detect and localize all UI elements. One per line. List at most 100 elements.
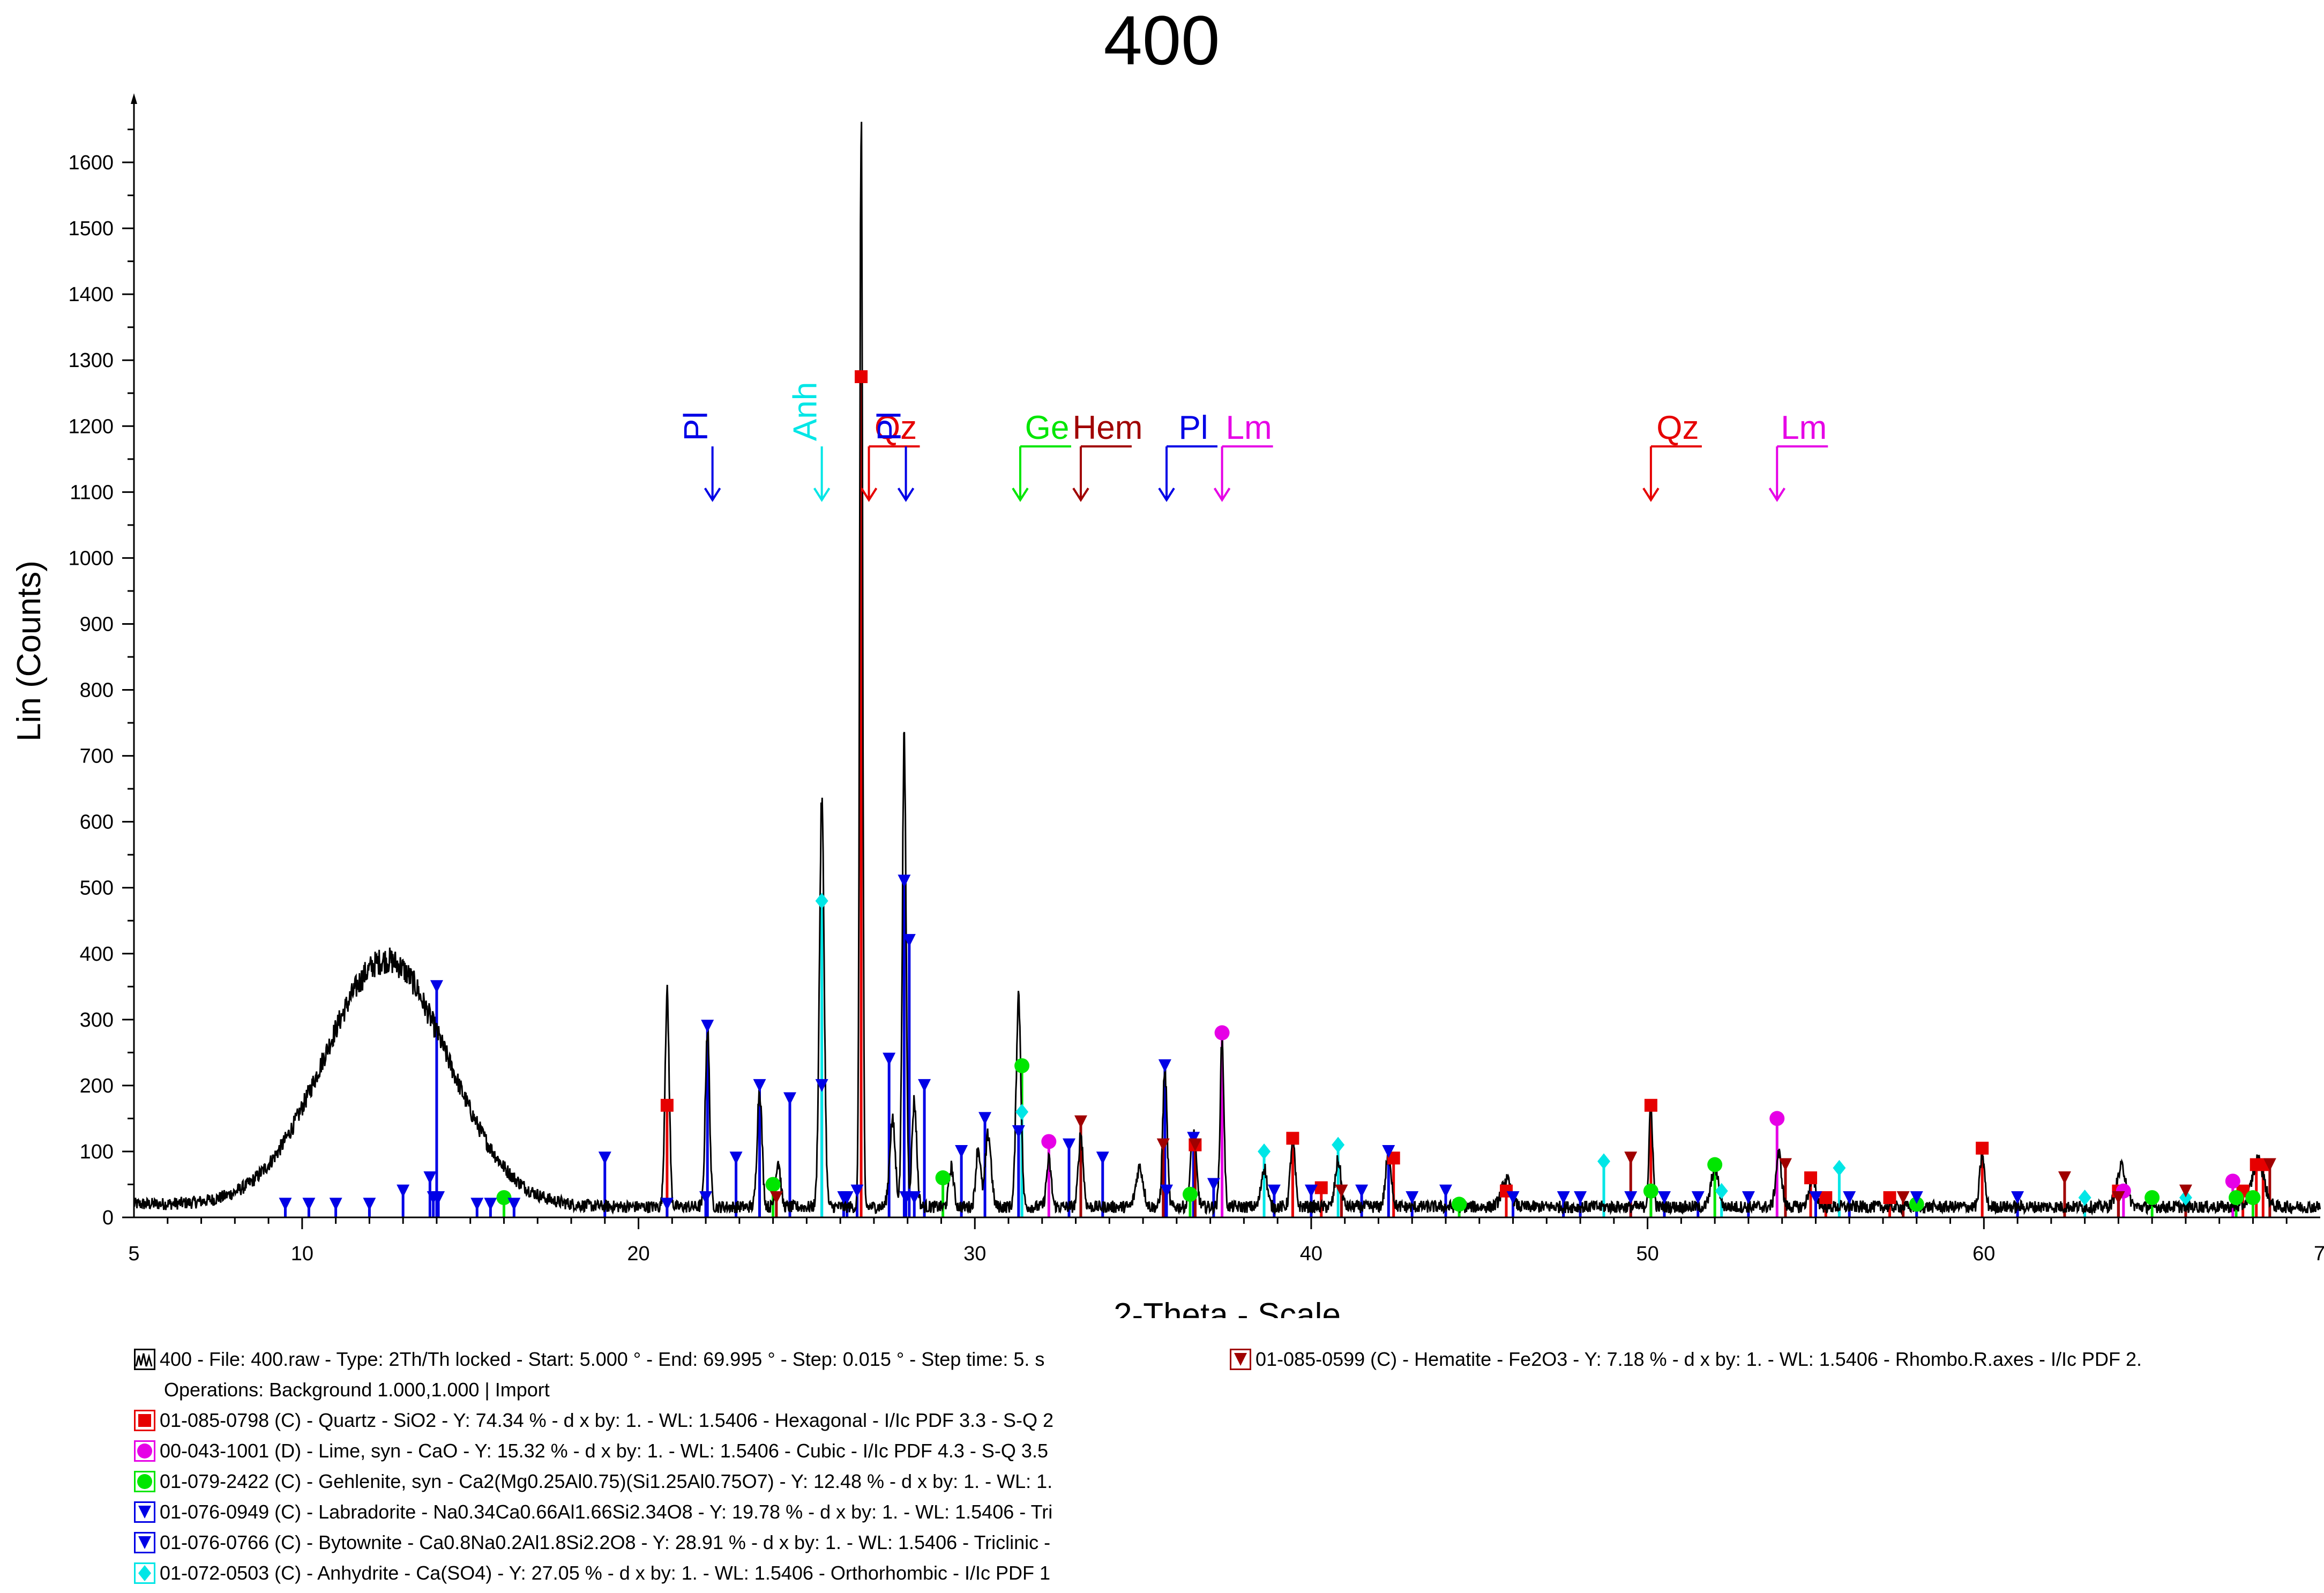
legend-swatch (134, 1531, 155, 1553)
labradorite-marker (729, 1151, 743, 1165)
x-tick-label: 50 (1636, 1243, 1658, 1265)
labradorite-marker (660, 1198, 674, 1211)
bytownite-marker (840, 1191, 854, 1205)
legend-swatch (134, 1440, 155, 1462)
x-tick-label: 10 (291, 1243, 313, 1265)
labradorite-marker (1574, 1191, 1587, 1205)
labradorite-marker (1382, 1145, 1395, 1158)
y-tick-label: 1400 (68, 283, 114, 306)
hematite-marker (769, 1191, 783, 1205)
gehlenite-marker (496, 1190, 512, 1206)
y-tick-label: 300 (80, 1009, 114, 1031)
lime-marker (2225, 1173, 2240, 1189)
labradorite-marker (1062, 1138, 1075, 1151)
gehlenite-marker (2229, 1190, 2244, 1206)
y-tick-label: 200 (80, 1075, 114, 1097)
legend-entry: 00-043-1001 (D) - Lime, syn - CaO - Y: 1… (134, 1435, 1053, 1466)
legend-entry: 01-079-2422 (C) - Gehlenite, syn - Ca2(M… (134, 1466, 1053, 1497)
anhydrite-marker (1258, 1143, 1271, 1160)
y-tick-label: 800 (80, 679, 114, 702)
hematite-marker (1074, 1115, 1087, 1128)
bytownite-marker (2011, 1191, 2024, 1205)
legend: 400 - File: 400.raw - Type: 2Th/Th locke… (134, 1344, 1053, 1588)
labradorite-marker (1742, 1191, 1755, 1205)
labradorite-marker (279, 1198, 292, 1211)
labradorite-marker (902, 934, 916, 947)
chart-title: 400 (1104, 1, 1220, 79)
quartz-marker (1644, 1098, 1657, 1112)
legend-entry: 01-085-0599 (C) - Hematite - Fe2O3 - Y: … (1230, 1344, 2142, 1374)
y-tick-label: 1200 (68, 415, 114, 438)
gehlenite-marker (935, 1170, 951, 1186)
legend-swatch (134, 1501, 155, 1523)
gehlenite-marker (2245, 1190, 2261, 1206)
x-tick-label: 40 (1300, 1243, 1322, 1265)
lime-marker (1041, 1134, 1057, 1149)
legend-text: 400 - File: 400.raw - Type: 2Th/Th locke… (160, 1348, 1045, 1370)
gehlenite-marker (1014, 1058, 1030, 1073)
labradorite-marker (1012, 1125, 1025, 1139)
bytownite-marker (1691, 1191, 1705, 1205)
annotation-qz-label: Qz (1656, 409, 1699, 446)
anhydrite-marker (1332, 1136, 1345, 1153)
legend-text: 01-072-0503 (C) - Anhydrite - Ca(SO4) - … (160, 1562, 1050, 1584)
annotation-lm-label: Lm (1226, 409, 1272, 446)
quartz-marker (1314, 1181, 1328, 1194)
legend-text: 01-079-2422 (C) - Gehlenite, syn - Ca2(M… (160, 1470, 1053, 1492)
labradorite-marker (1187, 1132, 1200, 1145)
plot-area (133, 122, 2321, 1217)
annotation-pl-arrowhead (704, 488, 721, 502)
hematite-marker (2112, 1191, 2125, 1205)
labradorite-marker (1267, 1184, 1281, 1198)
anhydrite-marker (1597, 1153, 1611, 1170)
diffraction-pattern-line (133, 122, 2321, 1216)
phase-markers (279, 370, 2276, 1212)
hematite-marker (1624, 1151, 1638, 1165)
legend-marker-icon (1234, 1352, 1247, 1366)
quartz-marker (1286, 1132, 1299, 1145)
bytownite-marker (1624, 1191, 1638, 1205)
annotation-qz-label: Qz (875, 409, 917, 446)
gehlenite-marker (1909, 1196, 1924, 1212)
annotation-lm-arrowhead (1213, 488, 1231, 502)
gehlenite-marker (1707, 1157, 1723, 1172)
annotation-hem-arrowhead (1072, 488, 1089, 502)
legend-marker-icon (138, 1505, 151, 1519)
y-tick-label: 500 (80, 877, 114, 900)
quartz-marker (1804, 1171, 1818, 1185)
y-tick-label: 1000 (68, 547, 114, 570)
axes: 0 100 200 300 400 500 600 700 800 900 1000 1100 1200… (68, 93, 2324, 1265)
anhydrite-marker (1833, 1160, 1846, 1176)
annotation-pl-arrowhead (1158, 488, 1175, 502)
annotation-pl-label: Pl (678, 412, 715, 441)
annotation-qz-arrowhead (860, 488, 878, 502)
gehlenite-marker (1182, 1186, 1198, 1202)
labradorite-marker (329, 1198, 342, 1211)
legend-text: 01-076-0949 (C) - Labradorite - Na0.34Ca… (160, 1501, 1053, 1523)
lime-marker (1214, 1025, 1230, 1041)
bytownite-marker (1406, 1191, 1419, 1205)
labradorite-marker (1158, 1059, 1171, 1072)
annotation-ge-label: Ge (1025, 409, 1070, 446)
gehlenite-marker (2144, 1190, 2160, 1206)
legend-text: 01-076-0766 (C) - Bytownite - Ca0.8Na0.2… (160, 1531, 1051, 1553)
quartz-marker (1819, 1191, 1833, 1205)
labradorite-marker (1439, 1184, 1452, 1198)
bytownite-marker (1910, 1191, 1923, 1205)
anhydrite-marker (2078, 1190, 2091, 1206)
quartz-marker (855, 370, 868, 383)
y-tick-label: 1600 (68, 152, 114, 174)
y-tick-label: 1500 (68, 218, 114, 240)
legend-marker-icon (138, 1536, 151, 1549)
annotation-pl-arrowhead (897, 488, 915, 502)
labradorite-marker (898, 874, 911, 888)
labradorite-marker (430, 980, 443, 993)
y-tick-label: 400 (80, 943, 114, 966)
legend-text: 01-085-0599 (C) - Hematite - Fe2O3 - Y: … (1256, 1348, 2142, 1370)
hematite-marker (1335, 1184, 1348, 1198)
x-axis-label: 2-Theta - Scale (1114, 1297, 1341, 1318)
bytownite-marker (1160, 1184, 1174, 1198)
anhydrite-marker (2179, 1190, 2192, 1206)
annotation-anh-arrowhead (813, 488, 831, 502)
y-tick-label: 0 (102, 1207, 114, 1229)
